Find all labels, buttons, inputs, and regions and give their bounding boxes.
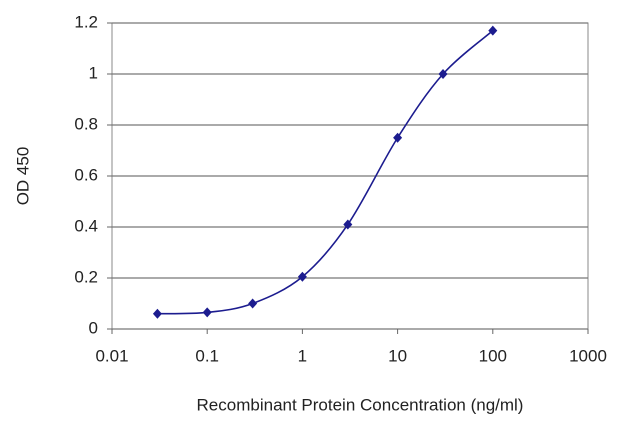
y-axis-label: OD 450 (13, 147, 32, 206)
x-tick-label: 0.01 (95, 346, 128, 365)
x-axis-label: Recombinant Protein Concentration (ng/ml… (197, 395, 524, 414)
x-tick-label: 0.1 (195, 346, 219, 365)
x-tick-label: 10 (388, 346, 407, 365)
y-tick-label: 0.2 (74, 267, 98, 286)
y-tick-label: 0.6 (74, 165, 98, 184)
y-tick-label: 1 (89, 63, 98, 82)
y-tick-label: 1.2 (74, 12, 98, 31)
data-point (248, 298, 258, 309)
y-tick-label: 0 (89, 318, 98, 337)
y-tick-label: 0.4 (74, 216, 98, 235)
x-tick-label: 1 (298, 346, 307, 365)
x-tick-label: 100 (479, 346, 507, 365)
y-tick-label: 0.8 (74, 114, 98, 133)
data-point (343, 219, 353, 230)
data-point (393, 132, 403, 143)
data-point (152, 308, 162, 319)
data-point (297, 271, 307, 282)
data-point (438, 69, 448, 79)
data-point (202, 307, 212, 318)
data-point (488, 25, 498, 36)
x-tick-label: 1000 (569, 346, 607, 365)
series-line (157, 30, 494, 315)
